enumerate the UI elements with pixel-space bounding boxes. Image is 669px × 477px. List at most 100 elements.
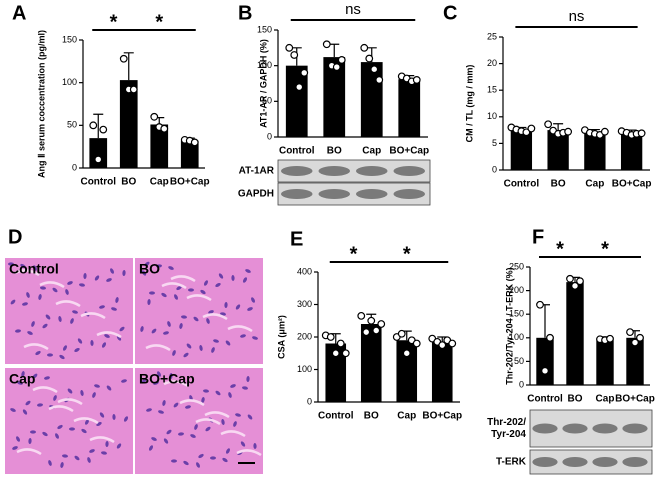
data-point (606, 334, 614, 343)
nucleus (169, 373, 173, 379)
data-point (336, 339, 345, 348)
nucleus (140, 326, 144, 332)
blot-band (622, 423, 648, 434)
fiber-gap (170, 275, 196, 283)
nucleus (99, 305, 105, 309)
nucleus (233, 421, 237, 427)
data-point (331, 349, 340, 358)
nucleus (37, 403, 43, 407)
bar (398, 79, 421, 137)
nucleus (106, 278, 112, 282)
x-tick-label: Cap (362, 146, 381, 157)
nucleus (211, 347, 215, 353)
nucleus (162, 400, 166, 406)
y-tick-label: 10 (487, 111, 497, 121)
blot-band (356, 189, 388, 199)
nucleus (173, 402, 179, 408)
nucleus (16, 436, 20, 442)
nucleus (221, 419, 225, 425)
fiber-gap (39, 281, 65, 289)
nucleus (31, 321, 35, 327)
nucleus (81, 428, 87, 434)
nucleus (110, 268, 114, 274)
nucleus (188, 288, 194, 292)
x-tick-label: Cap (150, 177, 169, 188)
nucleus (59, 354, 65, 360)
significance-label: * (110, 11, 118, 33)
image-label: Cap (9, 371, 35, 387)
nucleus (101, 451, 107, 455)
panel-label: F (532, 226, 544, 248)
blot-band (562, 423, 588, 434)
nucleus (94, 275, 100, 281)
nucleus (69, 427, 75, 431)
nucleus (213, 339, 219, 343)
nucleus (240, 441, 246, 447)
data-point (397, 329, 406, 338)
fiber-gap (96, 331, 122, 339)
bar (325, 343, 347, 402)
y-tick-label: 0 (492, 164, 497, 174)
x-tick-label: BO+Cap (422, 411, 462, 422)
blot-label: AT-1AR (239, 166, 275, 177)
nucleus (193, 316, 199, 322)
bar (150, 124, 169, 168)
x-tick-label: BO (364, 411, 379, 422)
x-tick-label: Control (527, 394, 563, 405)
x-tick-label: BO (327, 146, 342, 157)
blot-band (562, 457, 588, 467)
blot-band (393, 166, 425, 176)
data-point (636, 333, 644, 342)
nucleus (35, 350, 41, 356)
data-point (362, 328, 371, 337)
nucleus (92, 392, 96, 398)
nucleus (225, 340, 231, 346)
data-point (536, 300, 544, 309)
y-tick-label: 400 (297, 266, 312, 276)
x-tick-label: Control (279, 146, 315, 157)
nucleus (181, 315, 187, 319)
data-point (546, 333, 554, 342)
blot-band (281, 189, 313, 199)
y-tick-label: 100 (297, 364, 312, 374)
nucleus (242, 386, 248, 390)
data-point (370, 65, 379, 74)
fiber-gap (16, 448, 42, 456)
bar (180, 140, 199, 168)
x-tick-label: Control (318, 411, 354, 422)
data-point (89, 121, 98, 130)
fiber-gap (195, 418, 221, 426)
blot-band (281, 166, 313, 176)
nucleus (85, 419, 89, 425)
nucleus (119, 326, 125, 332)
nucleus (99, 412, 105, 418)
nucleus (106, 385, 112, 391)
data-point (527, 124, 536, 133)
data-point (94, 155, 103, 164)
nucleus (48, 460, 52, 466)
image-label: BO+Cap (139, 371, 195, 387)
blot-label: Tyr-204 (491, 429, 526, 440)
fiber-gap (73, 417, 99, 425)
nucleus (208, 310, 214, 314)
fiber-gap (236, 449, 262, 457)
nucleus (200, 289, 206, 295)
nucleus (121, 379, 127, 383)
x-tick-label: Cap (596, 394, 615, 405)
nucleus (228, 392, 232, 398)
nucleus (67, 388, 73, 394)
y-tick-label: 0 (267, 131, 272, 141)
nucleus (30, 430, 36, 434)
nucleus (67, 281, 73, 285)
y-axis-label: Thr-202/Tyr-204 / T-ERK (%) (504, 267, 514, 384)
y-tick-label: 15 (487, 85, 497, 95)
fiber-gap (23, 343, 49, 351)
fiber-gap (145, 344, 171, 352)
nucleus (235, 413, 241, 417)
y-tick-label: 200 (297, 331, 312, 341)
fiber-gap (202, 313, 228, 321)
data-point (300, 68, 309, 77)
nucleus (199, 345, 203, 351)
nucleus (53, 395, 57, 401)
nucleus (57, 424, 63, 430)
